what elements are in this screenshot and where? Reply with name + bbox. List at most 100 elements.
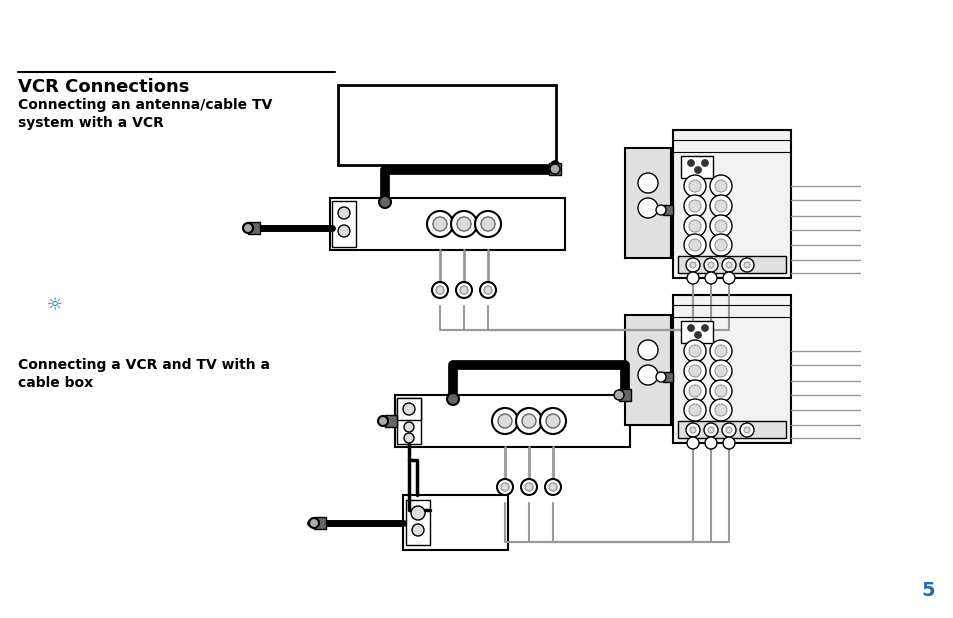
Circle shape [709, 340, 731, 362]
Circle shape [709, 360, 731, 382]
Circle shape [475, 211, 500, 237]
Bar [678, 256, 785, 273]
Circle shape [685, 423, 700, 437]
Circle shape [688, 200, 700, 212]
Circle shape [714, 239, 726, 251]
Text: Connecting a VCR and TV with a
cable box: Connecting a VCR and TV with a cable box [18, 358, 270, 391]
Text: Connecting an antenna/cable TV
system with a VCR: Connecting an antenna/cable TV system wi… [18, 98, 273, 130]
Circle shape [427, 211, 453, 237]
Circle shape [403, 433, 414, 443]
Bar [406, 500, 430, 545]
Circle shape [480, 217, 495, 231]
Circle shape [683, 340, 705, 362]
Bar [385, 415, 396, 427]
Circle shape [500, 483, 509, 491]
Bar [680, 321, 712, 343]
Circle shape [337, 225, 350, 237]
Circle shape [688, 220, 700, 232]
Circle shape [707, 262, 713, 268]
Circle shape [497, 479, 513, 495]
Circle shape [740, 258, 753, 272]
Circle shape [683, 195, 705, 217]
Circle shape [683, 215, 705, 237]
Circle shape [436, 286, 443, 294]
Circle shape [688, 365, 700, 377]
Text: VCR Connections: VCR Connections [18, 78, 190, 96]
Circle shape [456, 217, 471, 231]
Circle shape [688, 404, 700, 416]
Circle shape [638, 198, 658, 218]
Circle shape [412, 524, 423, 536]
Circle shape [402, 403, 415, 415]
Circle shape [714, 180, 726, 192]
Circle shape [725, 427, 731, 433]
Circle shape [703, 423, 718, 437]
Circle shape [689, 262, 696, 268]
Bar [548, 163, 560, 175]
Circle shape [722, 437, 734, 449]
Circle shape [704, 437, 717, 449]
Circle shape [721, 423, 735, 437]
Circle shape [707, 427, 713, 433]
Circle shape [433, 217, 447, 231]
Circle shape [688, 239, 700, 251]
Bar [678, 421, 785, 438]
Circle shape [309, 518, 318, 528]
Bar [395, 395, 629, 447]
Circle shape [545, 414, 559, 428]
Circle shape [709, 380, 731, 402]
Circle shape [656, 205, 665, 215]
Circle shape [451, 211, 476, 237]
Circle shape [337, 207, 350, 219]
Circle shape [714, 385, 726, 397]
Circle shape [709, 234, 731, 256]
Circle shape [683, 380, 705, 402]
Circle shape [709, 215, 731, 237]
Bar [330, 198, 564, 250]
Bar [337, 85, 556, 165]
Bar [396, 398, 420, 444]
Bar [402, 495, 507, 550]
Bar [314, 517, 326, 529]
Circle shape [520, 479, 537, 495]
Circle shape [714, 345, 726, 357]
Circle shape [524, 483, 533, 491]
Circle shape [378, 196, 391, 208]
Circle shape [709, 175, 731, 197]
Circle shape [411, 506, 424, 520]
Circle shape [548, 483, 557, 491]
Circle shape [479, 282, 496, 298]
Circle shape [704, 272, 717, 284]
Circle shape [638, 365, 658, 385]
Bar [618, 389, 630, 401]
Circle shape [243, 223, 253, 233]
Circle shape [694, 331, 700, 339]
Circle shape [544, 479, 560, 495]
Circle shape [709, 399, 731, 421]
Circle shape [656, 372, 665, 382]
Circle shape [447, 393, 458, 405]
Bar [624, 148, 670, 258]
Circle shape [709, 195, 731, 217]
Circle shape [638, 173, 658, 193]
Circle shape [743, 427, 749, 433]
Circle shape [686, 437, 699, 449]
Bar [396, 398, 420, 420]
Circle shape [688, 345, 700, 357]
Circle shape [687, 159, 694, 166]
Circle shape [638, 340, 658, 360]
Circle shape [688, 385, 700, 397]
Bar [662, 205, 672, 215]
Circle shape [703, 258, 718, 272]
Circle shape [686, 272, 699, 284]
Bar [624, 315, 670, 425]
Bar [248, 222, 260, 234]
Circle shape [740, 423, 753, 437]
Circle shape [689, 427, 696, 433]
Circle shape [521, 414, 536, 428]
Circle shape [722, 272, 734, 284]
Circle shape [725, 262, 731, 268]
Circle shape [539, 408, 565, 434]
Text: ☼: ☼ [47, 296, 63, 314]
Circle shape [743, 262, 749, 268]
